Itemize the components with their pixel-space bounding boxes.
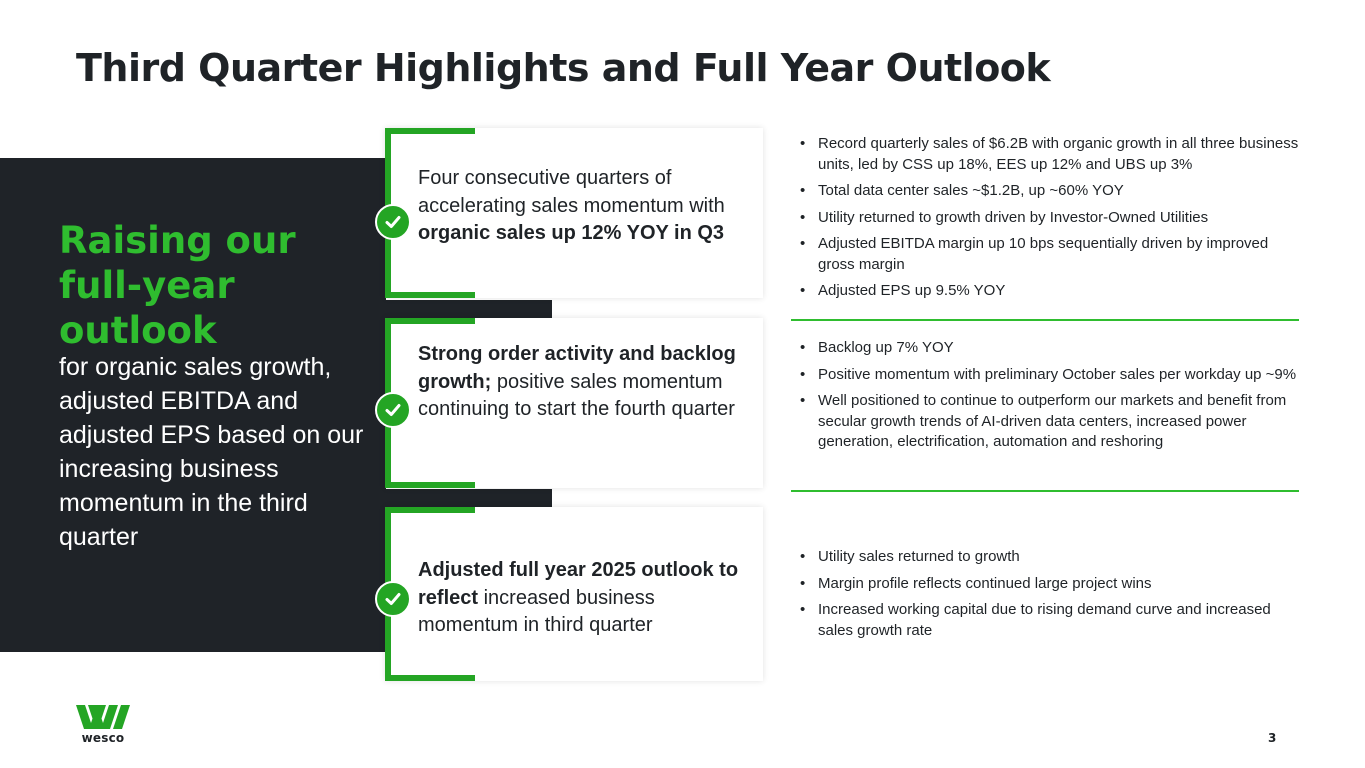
panel-connector-strip [384, 300, 552, 320]
card-text: Strong order activity and backlog growth… [418, 343, 736, 420]
logo-wordmark: wesco [81, 731, 125, 745]
list-item: Total data center sales ~$1.2B, up ~60% … [800, 181, 1305, 202]
card-text: Four consecutive quarters of acceleratin… [418, 167, 725, 244]
list-item: Utility returned to growth driven by Inv… [800, 208, 1305, 229]
section-divider [791, 319, 1299, 321]
list-item: Adjusted EBITDA margin up 10 bps sequent… [800, 234, 1305, 275]
slide-title: Third Quarter Highlights and Full Year O… [76, 46, 1051, 90]
list-item: Adjusted EPS up 9.5% YOY [800, 281, 1305, 302]
highlight-card-outlook: Adjusted full year 2025 outlook to refle… [375, 507, 763, 681]
bullet-list-outlook: Utility sales returned to growth Margin … [800, 547, 1305, 647]
wesco-logo-icon [76, 705, 130, 729]
list-item: Increased working capital due to rising … [800, 600, 1305, 641]
list-item: Backlog up 7% YOY [800, 338, 1305, 359]
bullet-list-backlog: Backlog up 7% YOY Positive momentum with… [800, 338, 1305, 459]
outlook-headline: Raising our full-year outlook [59, 219, 296, 352]
checkmark-icon [375, 392, 411, 428]
panel-connector-strip [384, 489, 552, 509]
outlook-subtext: for organic sales growth, adjusted EBITD… [59, 353, 364, 551]
checkmark-icon [375, 204, 411, 240]
highlight-card-orders: Strong order activity and backlog growth… [375, 318, 763, 488]
list-item: Utility sales returned to growth [800, 547, 1305, 568]
list-item: Positive momentum with preliminary Octob… [800, 365, 1305, 386]
list-item: Well positioned to continue to outperfor… [800, 391, 1305, 453]
bullet-list-q3-results: Record quarterly sales of $6.2B with org… [800, 134, 1305, 308]
card-text: Adjusted full year 2025 outlook to refle… [418, 559, 739, 636]
list-item: Record quarterly sales of $6.2B with org… [800, 134, 1305, 175]
checkmark-icon [375, 581, 411, 617]
page-number: 3 [1268, 731, 1277, 745]
section-divider [791, 490, 1299, 492]
list-item: Margin profile reflects continued large … [800, 574, 1305, 595]
left-dark-panel [0, 158, 386, 652]
highlight-card-sales: Four consecutive quarters of acceleratin… [375, 128, 763, 298]
